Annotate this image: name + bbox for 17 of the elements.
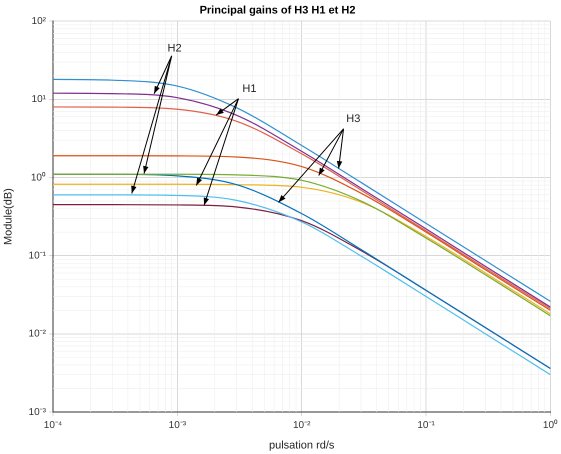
x-tick-label: 10⁻³ [168,420,187,431]
y-tick-label: 10⁻³ [28,406,47,418]
x-tick-label: 10⁰ [542,418,558,431]
annotation: H2 [168,42,182,54]
y-tick-label: 10¹ [32,94,47,106]
y-tick-label: 10⁻¹ [28,250,47,262]
x-tick-label: 10⁻⁴ [44,420,62,431]
y-tick-label: 10⁰ [30,171,46,184]
x-tick-label: 10⁻² [292,420,312,431]
annotation: H3 [346,113,360,126]
x-axis-title: pulsation rd/s [269,439,335,452]
x-tick-label: 10⁻¹ [417,420,436,431]
y-tick-label: 10² [32,16,47,27]
y-tick-label: 10⁻² [28,328,47,340]
y-axis-title: Module(dB) [2,188,15,246]
annotation: H1 [242,82,256,95]
chart-title: Principal gains of H3 H1 et H2 [200,4,356,17]
